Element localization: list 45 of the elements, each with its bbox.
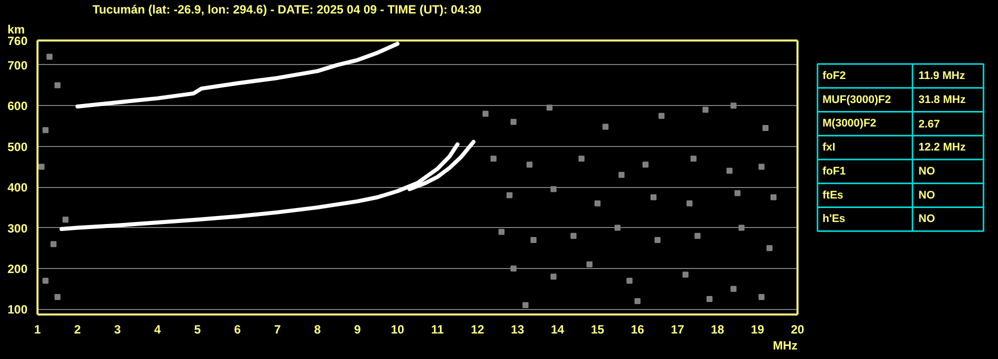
x-tick-label: 12 [470, 322, 484, 336]
x-tick-label: 15 [590, 322, 604, 336]
x-tick-label: 6 [234, 322, 242, 336]
category-label: foF2 [822, 70, 846, 82]
x-tick-label: 16 [630, 322, 644, 336]
text: 12.2 MHz [918, 142, 966, 154]
x-tick-label: 2 [74, 322, 82, 336]
x-tick-label: 4 [154, 322, 162, 336]
x-tick-label: 10 [390, 322, 404, 336]
y-tick-label: 300 [7, 221, 28, 236]
text: NO [918, 165, 935, 178]
category-label: MUF(3000)F2 [822, 94, 891, 106]
category-label: fxI [822, 142, 836, 154]
category-label: foF1 [822, 165, 846, 178]
x-tick-label: 9 [354, 322, 362, 336]
y-tick-label: 760 [7, 34, 28, 48]
x-axis-title: MHz [772, 338, 798, 352]
y-tick-label: 700 [7, 58, 28, 72]
text: NO [918, 213, 935, 226]
text: 11.9 MHz [918, 70, 965, 82]
text: 31.8 MHz [918, 94, 966, 106]
y-tick-label: 600 [7, 99, 28, 114]
y-tick-label: 100 [7, 302, 28, 317]
text: 2.67 [918, 118, 940, 131]
category-label: h'Es [822, 213, 846, 226]
y-tick-label: 400 [7, 180, 28, 195]
y-axis-title: km [8, 22, 25, 36]
chart-title: Tucumán (lat: -26.9, lon: 294.6) - DATE: 2025 04 09 - TIME (UT): 04:30 [92, 2, 482, 16]
x-tick-label: 20 [790, 322, 804, 336]
x-tick-label: 13 [510, 322, 524, 336]
x-tick-label: 5 [194, 322, 202, 336]
y-tick-label: 500 [7, 140, 28, 154]
x-tick-label: 1 [34, 322, 42, 336]
x-tick-label: 7 [274, 322, 282, 336]
x-tick-label: 8 [314, 322, 322, 336]
x-tick-label: 14 [550, 322, 564, 336]
y-tick-label: 200 [7, 262, 28, 276]
x-tick-label: 11 [431, 322, 444, 336]
category-label: M(3000)F2 [822, 118, 876, 130]
x-tick-label: 17 [670, 322, 684, 336]
category-label: ftEs [822, 189, 844, 202]
x-tick-label: 3 [114, 322, 122, 336]
text: NO [918, 189, 935, 202]
x-tick-label: 18 [710, 322, 724, 336]
x-tick-label: 19 [750, 322, 764, 336]
